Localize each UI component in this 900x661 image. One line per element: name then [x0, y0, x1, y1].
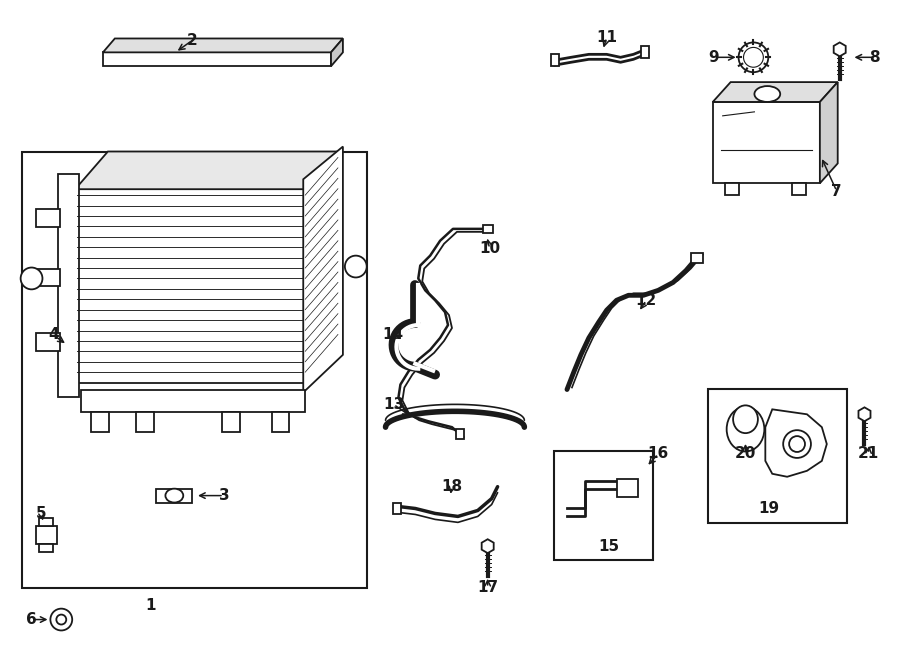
Ellipse shape — [754, 86, 780, 102]
Text: 17: 17 — [477, 580, 499, 596]
Polygon shape — [331, 38, 343, 66]
Polygon shape — [76, 151, 338, 189]
Polygon shape — [713, 82, 838, 102]
Text: 19: 19 — [759, 501, 780, 516]
Bar — [103, 52, 331, 66]
Text: 18: 18 — [441, 479, 463, 494]
Bar — [40, 518, 53, 526]
Text: 7: 7 — [832, 184, 842, 199]
Bar — [456, 429, 464, 439]
Polygon shape — [303, 147, 343, 393]
Polygon shape — [833, 42, 846, 56]
Text: 20: 20 — [734, 446, 756, 461]
Polygon shape — [820, 82, 838, 183]
Bar — [616, 479, 638, 496]
Bar — [272, 412, 290, 432]
Bar — [642, 46, 649, 58]
Text: 5: 5 — [36, 506, 47, 521]
Ellipse shape — [166, 488, 184, 502]
Ellipse shape — [739, 42, 769, 72]
Bar — [551, 54, 559, 66]
Text: 14: 14 — [382, 327, 403, 342]
Bar — [222, 412, 239, 432]
Polygon shape — [58, 175, 79, 397]
Ellipse shape — [57, 615, 67, 625]
Polygon shape — [859, 407, 870, 421]
Text: 16: 16 — [648, 446, 669, 461]
Polygon shape — [103, 38, 343, 52]
Bar — [40, 544, 53, 552]
Bar — [35, 526, 58, 544]
Bar — [691, 253, 703, 262]
Text: 2: 2 — [187, 33, 198, 48]
Bar — [76, 189, 305, 383]
Text: 11: 11 — [596, 30, 617, 45]
Bar — [35, 333, 60, 351]
Text: 21: 21 — [858, 446, 879, 461]
Text: 9: 9 — [708, 50, 719, 65]
Bar — [724, 183, 739, 195]
Text: 6: 6 — [26, 612, 37, 627]
Ellipse shape — [21, 268, 42, 290]
Bar — [393, 502, 401, 514]
Text: 15: 15 — [598, 539, 619, 554]
Bar — [35, 209, 60, 227]
Bar — [91, 412, 109, 432]
Bar — [136, 412, 154, 432]
Text: 12: 12 — [635, 293, 657, 308]
Bar — [713, 102, 820, 183]
Ellipse shape — [783, 430, 811, 458]
Ellipse shape — [50, 609, 72, 631]
Text: 3: 3 — [219, 488, 230, 503]
Ellipse shape — [734, 405, 758, 433]
Text: 13: 13 — [382, 397, 404, 412]
Polygon shape — [765, 409, 827, 477]
Bar — [707, 389, 847, 524]
Bar — [35, 268, 60, 286]
Bar — [792, 183, 806, 195]
Text: 10: 10 — [479, 241, 500, 256]
Polygon shape — [482, 539, 494, 553]
Bar — [482, 225, 492, 233]
Bar — [157, 488, 193, 502]
Polygon shape — [305, 151, 338, 383]
Ellipse shape — [789, 436, 805, 452]
Ellipse shape — [345, 256, 366, 278]
Text: 1: 1 — [145, 598, 156, 613]
Bar — [81, 391, 305, 412]
Bar — [22, 151, 366, 588]
Ellipse shape — [726, 407, 764, 451]
Bar — [554, 451, 653, 560]
Ellipse shape — [743, 48, 763, 67]
Text: 4: 4 — [48, 327, 58, 342]
Text: 8: 8 — [869, 50, 879, 65]
